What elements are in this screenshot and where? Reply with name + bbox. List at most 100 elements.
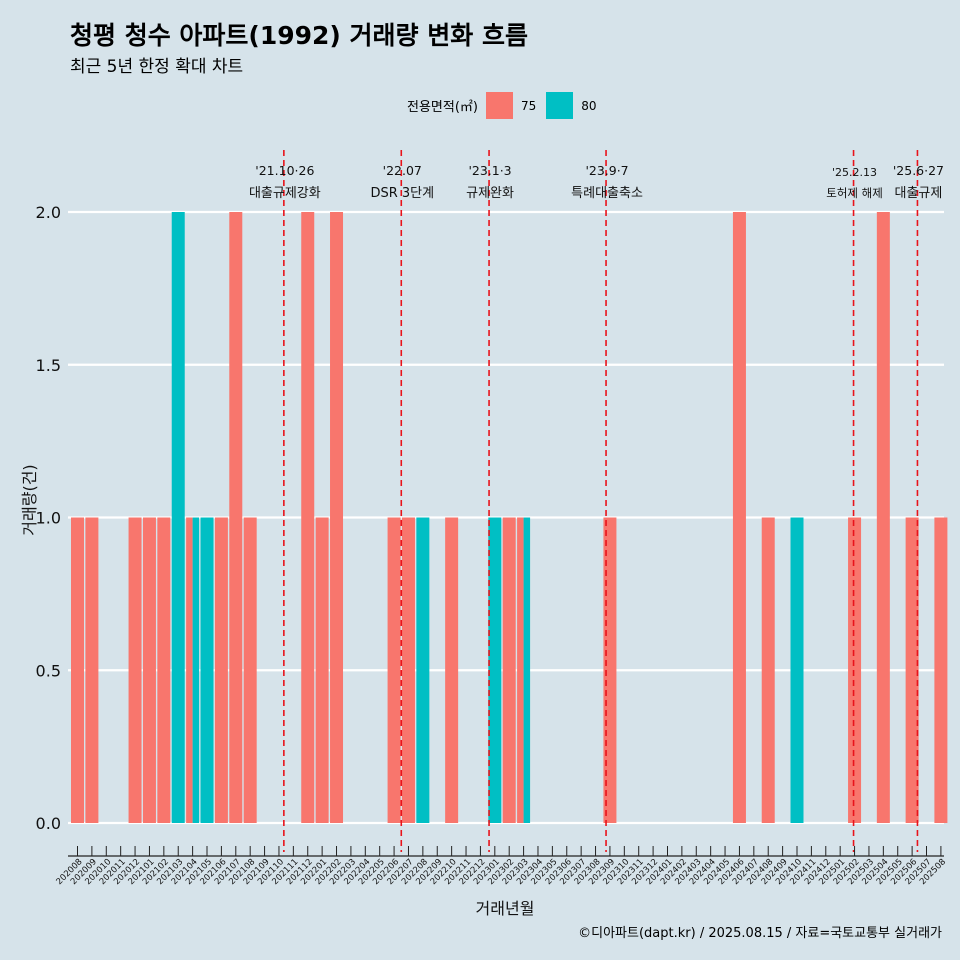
x-tick-label: 202503 [846, 857, 876, 887]
x-tick-label: 202301 [472, 857, 502, 887]
bar-75-202309 [603, 517, 617, 823]
bar-75-202104 [186, 517, 193, 823]
legend-label-80: 80 [581, 98, 597, 113]
bar-75-202108 [243, 517, 257, 823]
x-tick-label: 202412 [803, 857, 833, 887]
x-tick-label: 202208 [400, 857, 430, 887]
bar-80-202303 [523, 517, 531, 823]
x-tick-label: 202103 [155, 857, 185, 887]
x-tick-label: 202305 [529, 857, 559, 887]
event-date-label: '23.9·7 [585, 163, 628, 178]
x-tick-label: 202401 [645, 857, 675, 887]
bar-75-202506 [905, 517, 919, 823]
x-tick-label: 202302 [486, 857, 516, 887]
x-tick-label: 202212 [458, 857, 488, 887]
bar-75-202210 [445, 517, 459, 823]
event-date-label: '25.2.13 [832, 166, 877, 179]
legend-label-75: 75 [520, 98, 537, 113]
y-tick-label: 2.0 [36, 203, 61, 222]
legend-swatch-80 [546, 92, 574, 119]
bar-75-202303 [517, 517, 524, 823]
x-tick-label: 202203 [328, 857, 358, 887]
event-desc-label: 대출규제 [895, 186, 943, 201]
x-tick-label: 202102 [141, 857, 171, 887]
event-desc-label: 대출규제강화 [249, 186, 321, 201]
x-tick-label: 202209 [414, 857, 444, 887]
x-tick-label: 202405 [702, 857, 732, 887]
bar-75-202207 [401, 517, 415, 823]
x-tick-label: 202210 [429, 857, 459, 887]
bar-75-202009 [85, 517, 99, 823]
x-tick-label: 202211 [443, 857, 473, 887]
event-desc-label: 특례대출축소 [571, 186, 643, 201]
bar-80-202410 [790, 517, 804, 823]
bar-75-202206 [387, 517, 401, 823]
x-tick-label: 202507 [904, 857, 934, 887]
event-desc-label: 토허제 해제 [826, 186, 883, 200]
bar-80-202103 [171, 212, 185, 823]
x-tick-label: 202112 [285, 857, 315, 887]
bar-75-202112 [301, 212, 315, 823]
x-tick-label: 202111 [270, 857, 300, 887]
x-tick-label: 202204 [342, 857, 372, 887]
x-axis-title: 거래년월 [476, 899, 535, 918]
bar-75-202012 [128, 517, 142, 823]
y-tick-label: 0.0 [36, 814, 61, 833]
bar-75-202201 [315, 517, 329, 823]
x-tick-label: 202303 [501, 857, 531, 887]
bar-75-202406 [732, 212, 746, 823]
x-tick-label: 202307 [558, 857, 588, 887]
x-tick-label: 202306 [544, 857, 574, 887]
legend-swatch-75 [485, 92, 513, 119]
chart-title: 청평 청수 아파트(1992) 거래량 변화 흐름 [70, 21, 528, 50]
x-tick-label: 202205 [357, 857, 387, 887]
bar-80-202208 [416, 517, 430, 823]
bar-80-202104 [192, 517, 200, 823]
event-desc-label: DSR 3단계 [370, 186, 434, 201]
bar-80-202301 [488, 517, 502, 823]
bar-75-202202 [330, 212, 344, 823]
x-tick-label: 202411 [788, 857, 818, 887]
x-tick-label: 202105 [184, 857, 214, 887]
legend: 전용면적(㎡) 75 80 [407, 92, 607, 119]
x-tick-label: 202501 [817, 857, 847, 887]
event-date-label: '23.1·3 [468, 163, 511, 178]
x-tick-label: 202508 [918, 857, 948, 887]
bar-75-202008 [71, 517, 84, 823]
x-tick-label: 202109 [242, 857, 272, 887]
x-tick-label: 202505 [875, 857, 905, 887]
x-tick-label: 202101 [127, 857, 157, 887]
x-tick-label: 202202 [314, 857, 344, 887]
x-tick-label: 202504 [860, 857, 890, 887]
x-tick-label: 202409 [760, 857, 790, 887]
x-tick-label: 202404 [688, 857, 718, 887]
x-tick-label: 202502 [832, 857, 862, 887]
y-tick-label: 0.5 [36, 661, 61, 680]
bar-75-202408 [761, 517, 775, 823]
x-tick-label: 202311 [616, 857, 646, 887]
x-tick-label: 202406 [717, 857, 747, 887]
x-tick-label: 202308 [573, 857, 603, 887]
x-tick-label: 202410 [774, 857, 804, 887]
y-axis-title: 거래량(건) [20, 464, 39, 535]
x-tick-label: 202310 [601, 857, 631, 887]
x-tick-label: 202506 [889, 857, 919, 887]
bar-75-202502 [848, 517, 862, 823]
bar-75-202504 [876, 212, 890, 823]
y-tick-label: 1.0 [36, 509, 61, 528]
x-tick-label: 202304 [515, 857, 545, 887]
bar-75-202302 [502, 517, 516, 823]
x-tick-label: 202106 [199, 857, 229, 887]
x-tick-label: 202108 [227, 857, 257, 887]
x-tick-label: 202403 [673, 857, 703, 887]
x-tick-label: 202309 [587, 857, 617, 887]
bar-75-202106 [214, 517, 228, 823]
event-date-label: '25.6·27 [893, 163, 944, 178]
bar-75-202101 [142, 517, 156, 823]
x-tick-label: 202206 [371, 857, 401, 887]
x-tick-label: 202107 [213, 857, 243, 887]
bar-80-202105 [200, 517, 214, 823]
x-tick-label: 202201 [299, 857, 329, 887]
chart-subtitle: 최근 5년 한정 확대 차트 [70, 57, 244, 77]
